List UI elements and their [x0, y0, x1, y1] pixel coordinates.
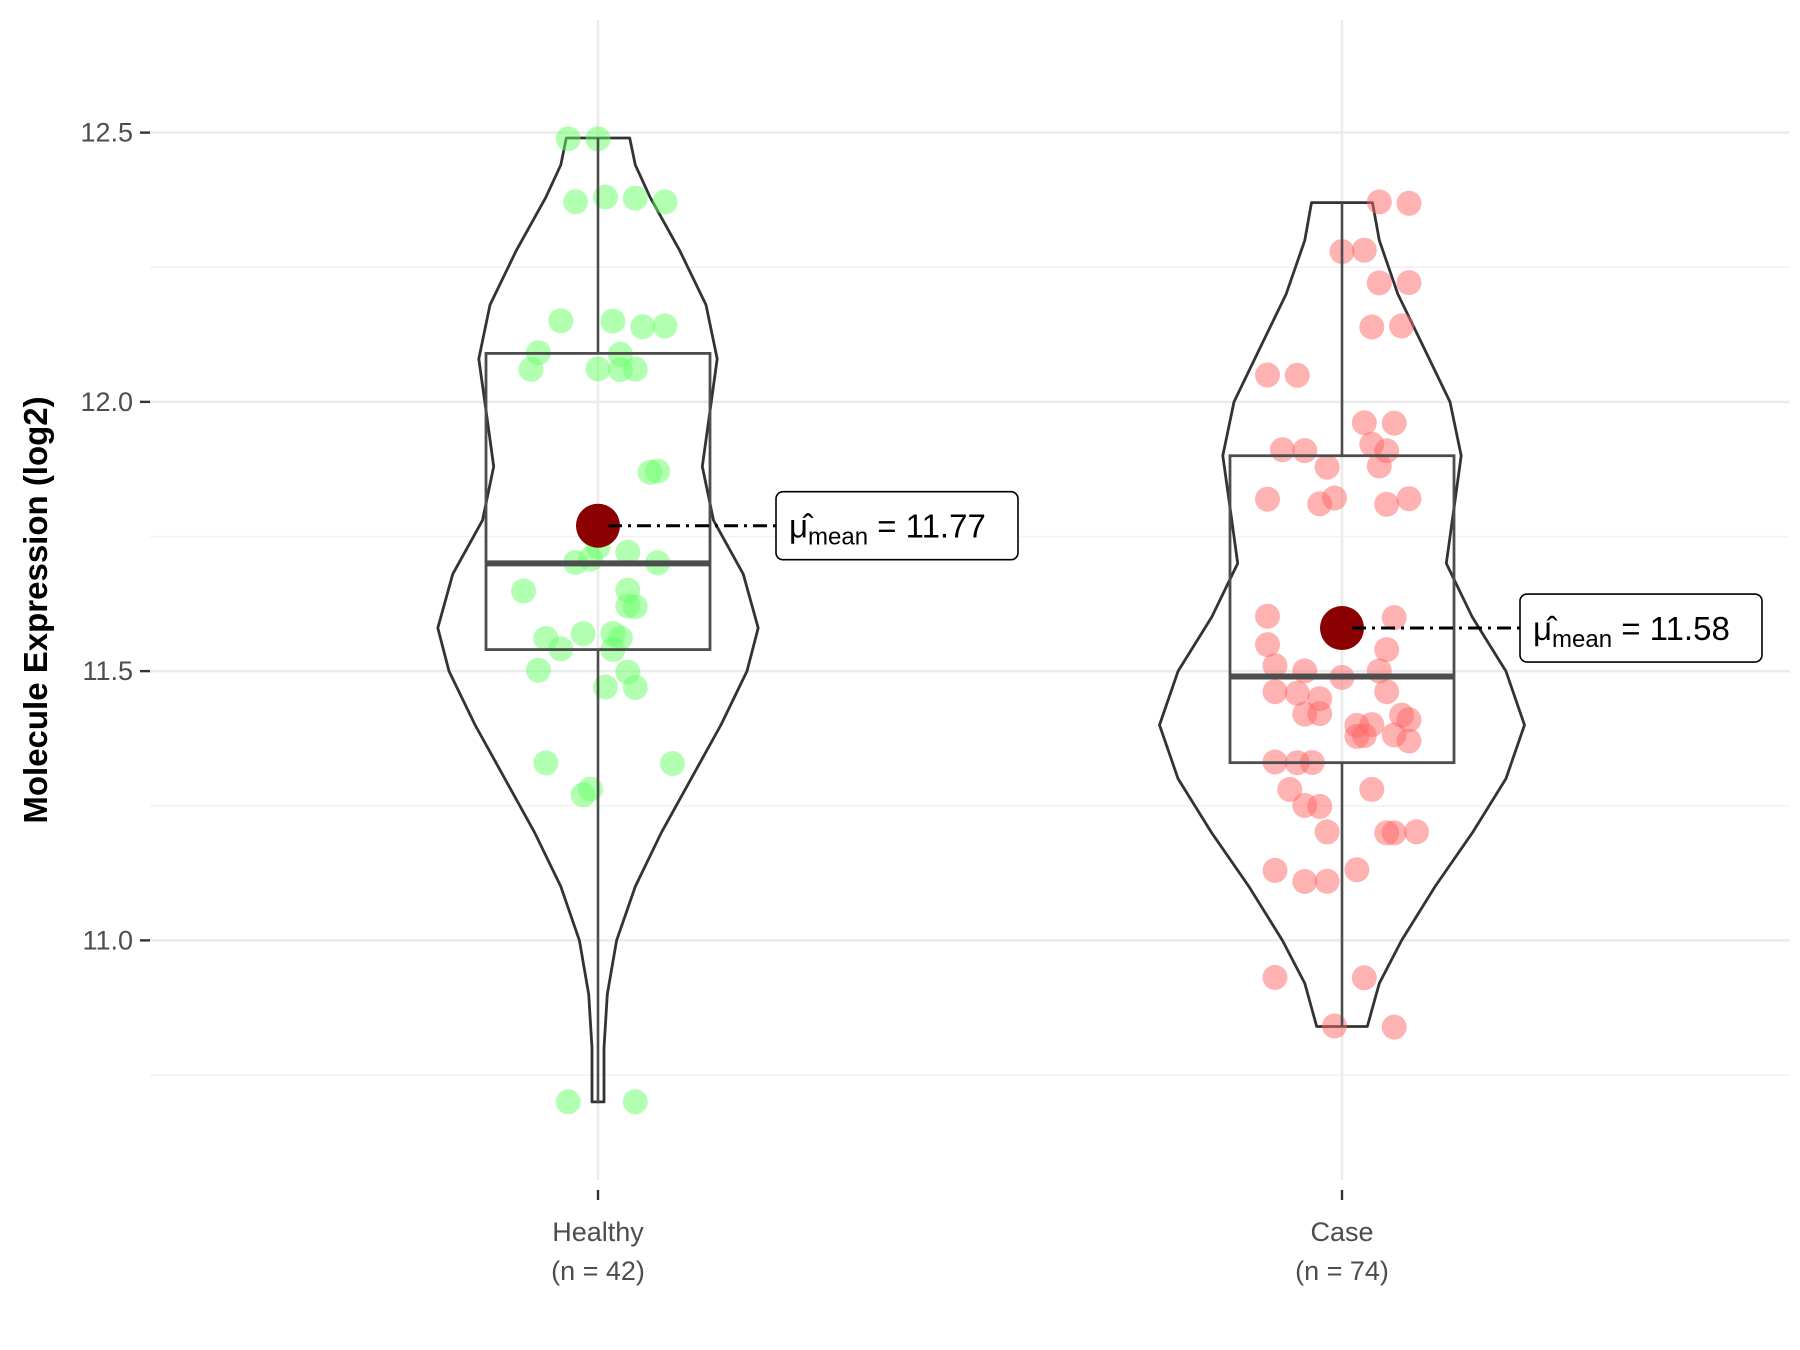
- x-tick-label-case: Case: [1310, 1217, 1373, 1247]
- data-point-healthy: [615, 539, 641, 565]
- data-point-healthy: [622, 356, 648, 382]
- data-point-healthy: [570, 621, 596, 647]
- x-tick-count-case: (n = 74): [1295, 1256, 1389, 1286]
- data-point-case: [1366, 189, 1392, 215]
- data-point-case: [1314, 819, 1340, 845]
- data-point-case: [1255, 486, 1280, 512]
- data-point-case: [1381, 410, 1407, 436]
- data-point-case: [1396, 190, 1422, 216]
- data-point-healthy: [525, 657, 551, 683]
- data-point-healthy: [600, 308, 626, 334]
- data-point-case: [1292, 658, 1318, 684]
- data-point-case: [1262, 857, 1288, 883]
- data-point-healthy: [630, 314, 656, 340]
- data-point-healthy: [660, 751, 685, 776]
- data-point-case: [1262, 653, 1288, 679]
- box-healthy: [484, 352, 712, 651]
- data-point-healthy: [555, 126, 581, 152]
- data-point-case: [1381, 1014, 1407, 1040]
- data-point-healthy: [585, 356, 611, 382]
- data-point-healthy: [563, 189, 589, 215]
- data-point-case: [1322, 485, 1347, 511]
- data-point-healthy: [511, 578, 536, 604]
- x-tick-count-healthy: (n = 42): [551, 1256, 645, 1286]
- data-point-case: [1359, 776, 1385, 802]
- data-point-case: [1359, 314, 1385, 340]
- y-tick-label: 11.0: [82, 925, 133, 955]
- mean-point-case: [1320, 606, 1364, 651]
- data-point-case: [1292, 438, 1318, 464]
- data-point-healthy: [578, 546, 603, 572]
- data-point-case: [1381, 605, 1407, 631]
- data-point-healthy: [518, 356, 544, 382]
- y-tick-label: 11.5: [82, 656, 133, 686]
- data-point-healthy: [533, 750, 559, 776]
- data-point-healthy: [622, 185, 648, 211]
- data-point-case: [1351, 410, 1377, 436]
- data-point-healthy: [652, 313, 678, 339]
- data-point-case: [1344, 857, 1370, 883]
- data-point-case: [1374, 679, 1400, 705]
- axes: 11.0 11.5 12.0 12.5 Healthy (n = 42) Case (n = …: [80, 118, 1388, 1286]
- data-point-case: [1284, 362, 1310, 388]
- jitter-points: [511, 126, 1429, 1115]
- mean-label: μ̂mean = 11.77: [789, 508, 986, 551]
- data-point-healthy: [622, 1089, 648, 1115]
- data-point-case: [1314, 868, 1340, 894]
- data-point-case: [1396, 270, 1422, 296]
- data-point-case: [1396, 728, 1422, 754]
- violin-case: [1158, 201, 1526, 1028]
- data-point-case: [1389, 313, 1415, 339]
- data-point-case: [1307, 701, 1333, 727]
- data-point-case: [1292, 869, 1318, 894]
- data-point-case: [1307, 793, 1333, 819]
- data-point-healthy: [622, 675, 648, 700]
- data-point-healthy: [637, 459, 663, 485]
- x-tick-label-healthy: Healthy: [552, 1217, 644, 1247]
- data-point-case: [1381, 820, 1407, 846]
- mean-point-healthy: [576, 503, 620, 548]
- data-point-case: [1262, 679, 1288, 705]
- data-point-case: [1351, 237, 1377, 263]
- y-tick-label: 12.0: [80, 387, 133, 417]
- y-tick-label: 12.5: [80, 118, 133, 148]
- y-axis-title: Molecule Expression (log2): [17, 396, 54, 823]
- data-point-healthy: [555, 1089, 581, 1115]
- box-case: [1228, 454, 1456, 765]
- boxplots: [484, 138, 1456, 1102]
- data-point-healthy: [652, 189, 678, 215]
- data-point-case: [1374, 491, 1400, 517]
- mean-label-box: [1519, 593, 1763, 663]
- mean-label-box: [775, 490, 1019, 561]
- data-point-case: [1396, 486, 1422, 512]
- mean-markers: μ̂mean = 11.77 μ̂mean = 11.58: [576, 490, 1763, 663]
- data-point-case: [1255, 603, 1280, 629]
- data-point-healthy: [570, 782, 596, 808]
- data-point-case: [1404, 819, 1429, 845]
- data-point-case: [1255, 362, 1280, 388]
- data-point-healthy: [548, 308, 574, 334]
- data-point-healthy: [622, 594, 648, 620]
- data-point-case: [1351, 965, 1377, 991]
- data-point-case: [1269, 437, 1295, 463]
- data-point-case: [1255, 632, 1280, 658]
- data-point-case: [1366, 270, 1392, 296]
- data-point-case: [1374, 637, 1400, 663]
- data-point-case: [1366, 453, 1392, 479]
- data-point-case: [1262, 964, 1288, 990]
- mean-label: μ̂mean = 11.58: [1533, 610, 1730, 653]
- data-point-case: [1351, 723, 1377, 749]
- data-point-case: [1284, 680, 1310, 706]
- data-point-case: [1314, 454, 1340, 480]
- data-point-case: [1277, 777, 1303, 802]
